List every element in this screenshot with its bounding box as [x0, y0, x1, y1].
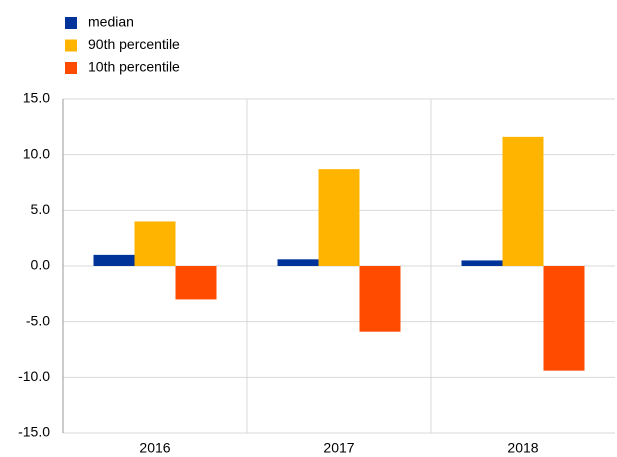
bar	[359, 266, 401, 332]
y-tick-label: 10.0	[23, 145, 50, 161]
bar	[461, 260, 503, 266]
x-tick-label: 2018	[507, 440, 538, 456]
legend-label: median	[88, 14, 134, 30]
legend-swatch	[65, 17, 77, 29]
bar	[318, 169, 360, 266]
bar	[134, 221, 176, 266]
x-tick-label: 2017	[323, 440, 354, 456]
y-tick-label: 15.0	[23, 90, 50, 106]
y-tick-label: 0.0	[31, 257, 51, 273]
y-tick-label: -5.0	[26, 312, 50, 328]
y-tick-label: -10.0	[18, 368, 50, 384]
bar	[502, 136, 544, 266]
bar	[175, 266, 217, 300]
legend-label: 10th percentile	[88, 59, 180, 75]
legend-label: 90th percentile	[88, 36, 180, 52]
legend-swatch	[65, 39, 77, 52]
x-tick-label: 2016	[139, 440, 170, 456]
bar	[93, 254, 135, 266]
bar	[543, 266, 585, 371]
bar	[277, 259, 319, 266]
legend-swatch	[65, 62, 77, 74]
y-tick-label: -15.0	[18, 424, 50, 440]
y-tick-label: 5.0	[31, 201, 51, 217]
